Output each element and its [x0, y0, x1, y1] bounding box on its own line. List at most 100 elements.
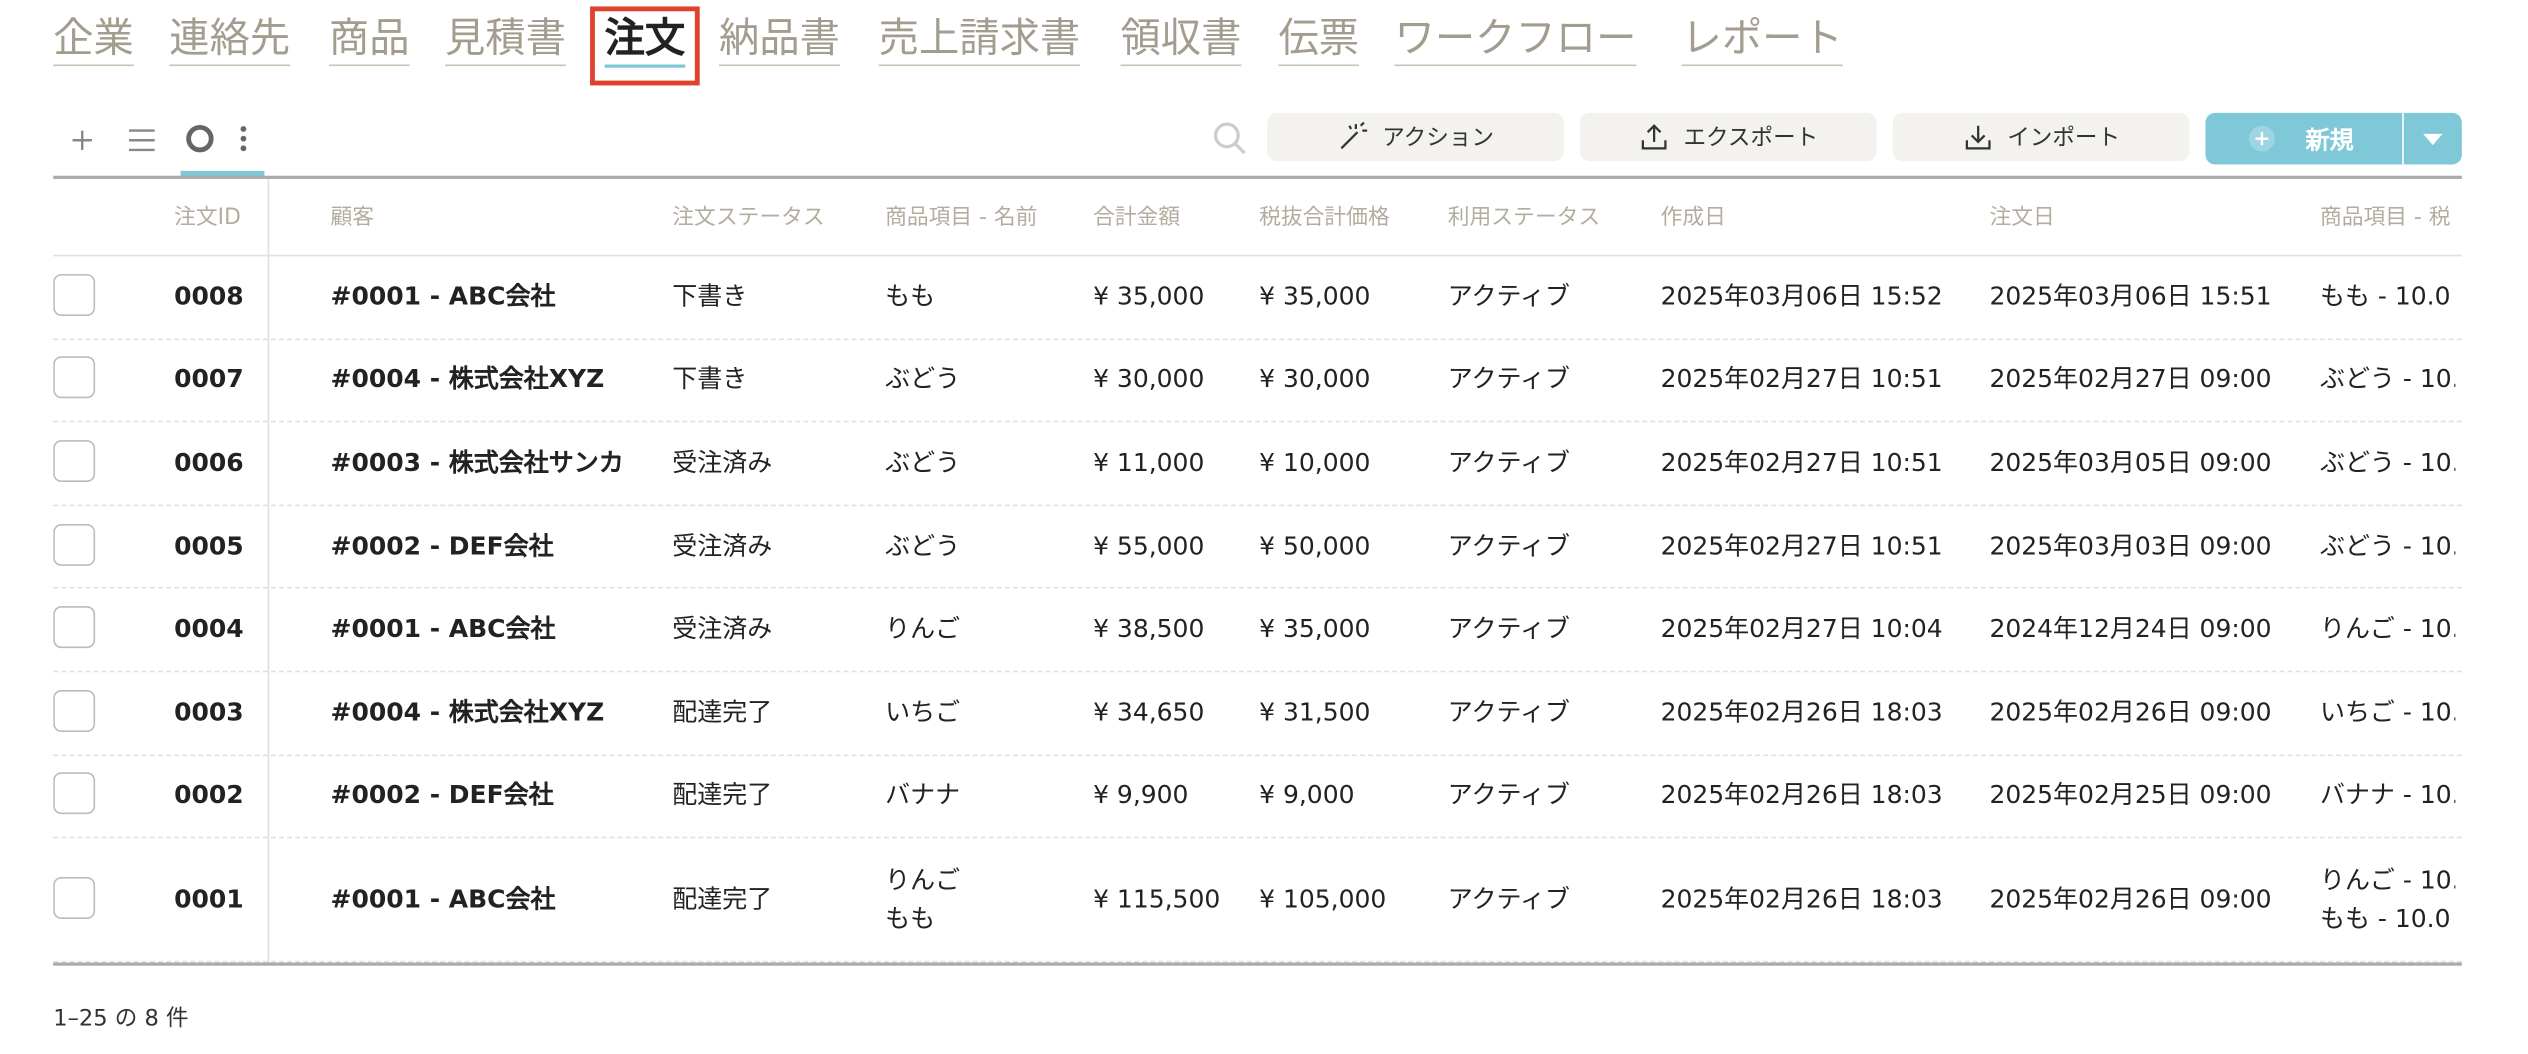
tab[interactable]: 領収書	[1120, 13, 1242, 67]
table-cell: ぶどう	[885, 531, 961, 561]
row-checkbox[interactable]	[53, 440, 96, 483]
tab[interactable]: 注文	[604, 13, 686, 68]
cell-line: りんご - 10.	[2319, 865, 2456, 895]
row-checkbox[interactable]	[53, 689, 96, 732]
table-cell: 2025年02月26日 09:00	[1989, 697, 2272, 727]
cell-line: もも	[885, 903, 936, 933]
highlight-box	[590, 6, 700, 86]
tab[interactable]: 商品	[328, 13, 410, 67]
table-cell: 2025年02月26日 18:03	[1660, 884, 1943, 914]
table-cell: 配達完了	[672, 697, 773, 727]
table-cell: 2025年02月27日 10:51	[1660, 364, 1943, 395]
table-cell: 0007	[174, 364, 244, 395]
table-cell: 0008	[174, 281, 244, 311]
add-icon[interactable]	[72, 130, 92, 150]
table-cell: りんご もも	[885, 837, 1087, 961]
table-row[interactable]: 0002 #0002 - DEF会社 配達完了 バナナ ¥ 9,900 ¥ 9,000 アク…	[53, 754, 2462, 839]
table-cell: 受注済み	[672, 614, 773, 644]
table-cell: 配達完了	[672, 780, 773, 810]
table-bottom-border	[53, 962, 2462, 965]
table-cell: 2025年02月25日 09:00	[1989, 780, 2272, 810]
table-cell: ¥ 9,000	[1259, 780, 1355, 810]
table-cell: 0003	[174, 697, 244, 727]
tab[interactable]: ワークフロー	[1394, 13, 1637, 67]
table-cell: 2025年02月26日 18:03	[1660, 780, 1943, 810]
list-icon[interactable]	[128, 129, 155, 152]
column-header[interactable]: 合計金額	[1093, 203, 1181, 230]
button-label: アクション	[1382, 125, 1494, 152]
toolbar-button[interactable]: アクション	[1267, 112, 1564, 162]
table-cell: 2025年03月05日 09:00	[1989, 448, 2272, 478]
row-checkbox[interactable]	[53, 606, 96, 649]
table-cell: アクティブ	[1447, 531, 1570, 561]
tab[interactable]: 売上請求書	[878, 13, 1081, 67]
tab[interactable]: 伝票	[1278, 13, 1360, 67]
column-header[interactable]: 注文日	[1989, 203, 2055, 230]
row-checkbox[interactable]	[53, 523, 96, 566]
table-cell: ぶどう	[885, 448, 961, 478]
table-cell: アクティブ	[1447, 281, 1570, 311]
column-header[interactable]: 税抜合計価格	[1259, 203, 1390, 230]
table-cell: いちご	[885, 697, 961, 727]
tab[interactable]: 連絡先	[169, 13, 291, 67]
column-header[interactable]: 注文ID	[174, 203, 241, 230]
tab[interactable]: 企業	[53, 13, 134, 67]
table-cell: 2025年02月27日 10:04	[1660, 614, 1943, 644]
header-row: 注文ID 顧客 注文ステータス 商品項目 - 名前 合計金額 税抜合計価格 利用ステータス 作…	[53, 179, 2462, 257]
table-row[interactable]: 0001 #0001 - ABC会社 配達完了 りんご もも ¥ 115,500 ¥ 105…	[53, 837, 2462, 963]
table-cell: 2025年03月06日 15:51	[1989, 281, 2272, 311]
toolbar-button[interactable]: エクスポート	[1579, 112, 1877, 162]
table-cell: #0002 - DEF会社	[330, 780, 554, 810]
column-header[interactable]: 商品項目 - 税	[2319, 203, 2451, 230]
row-checkbox[interactable]	[53, 356, 96, 399]
kanban-icon[interactable]	[186, 124, 214, 153]
dropdown-icon[interactable]	[2422, 132, 2445, 147]
table-cell: ぶどう - 10.	[2319, 364, 2456, 395]
row-checkbox[interactable]	[53, 273, 96, 316]
tab[interactable]: 見積書	[444, 13, 566, 67]
column-header[interactable]: 作成日	[1660, 203, 1726, 230]
table-cell: ¥ 38,500	[1093, 614, 1205, 644]
table-cell: ¥ 115,500	[1093, 884, 1221, 914]
column-header[interactable]: 商品項目 - 名前	[885, 203, 1038, 230]
table-cell: #0001 - ABC会社	[330, 281, 556, 311]
row-checkbox[interactable]	[53, 876, 96, 919]
search-icon[interactable]	[1212, 121, 1247, 156]
table-row[interactable]: 0008 #0001 - ABC会社 下書き もも ¥ 35,000 ¥ 35,000 アク…	[53, 255, 2462, 340]
table-cell: 2025年03月06日 15:52	[1660, 281, 1943, 311]
table-cell: ¥ 9,900	[1093, 780, 1189, 810]
table-row[interactable]: 0004 #0001 - ABC会社 受注済み りんご ¥ 38,500 ¥ 35,000…	[53, 587, 2462, 673]
table-cell: 2025年02月27日 09:00	[1989, 364, 2272, 395]
table-cell: アクティブ	[1447, 884, 1570, 914]
column-header[interactable]: 利用ステータス	[1447, 203, 1601, 230]
table-row[interactable]: 0003 #0004 - 株式会社XYZ 配達完了 いちご ¥ 34,650 ¥ 31,5…	[53, 671, 2462, 756]
table-cell: 2025年02月26日 09:00	[1989, 884, 2272, 914]
new-button[interactable]: 新規	[2205, 112, 2462, 165]
tab[interactable]: レポート	[1681, 13, 1843, 67]
column-header[interactable]: 顧客	[330, 203, 375, 230]
table-cell: #0001 - ABC会社	[330, 614, 556, 644]
table-row[interactable]: 0005 #0002 - DEF会社 受注済み ぶどう ¥ 55,000 ¥ 50,000…	[53, 504, 2462, 590]
divider	[2402, 112, 2404, 165]
table-cell: アクティブ	[1447, 780, 1570, 810]
cell-line: りんご	[885, 865, 961, 895]
column-divider	[267, 178, 270, 963]
table-cell: ¥ 105,000	[1259, 884, 1387, 914]
table-cell: バナナ	[885, 780, 961, 810]
table-row[interactable]: 0006 #0003 - 株式会社サンカ 受注済み ぶどう ¥ 11,000 ¥ 10,0…	[53, 421, 2462, 506]
table-cell: もも	[885, 281, 936, 311]
table-cell: #0004 - 株式会社XYZ	[330, 364, 605, 395]
table-cell: 下書き	[672, 364, 748, 395]
table-cell: 2024年12月24日 09:00	[1989, 614, 2272, 644]
tab[interactable]: 納品書	[719, 13, 840, 67]
table-top-border	[53, 175, 2462, 179]
row-checkbox[interactable]	[53, 772, 96, 815]
toolbar-button[interactable]: インポート	[1892, 112, 2190, 162]
table-cell: ぶどう - 10.	[2319, 531, 2456, 561]
button-label: インポート	[2007, 125, 2121, 152]
button-icon	[1965, 125, 1991, 150]
table-cell: りんご - 10.	[2319, 614, 2456, 644]
table-row[interactable]: 0007 #0004 - 株式会社XYZ 下書き ぶどう ¥ 30,000 ¥ 30,00…	[53, 338, 2462, 423]
column-header[interactable]: 注文ステータス	[672, 203, 825, 230]
